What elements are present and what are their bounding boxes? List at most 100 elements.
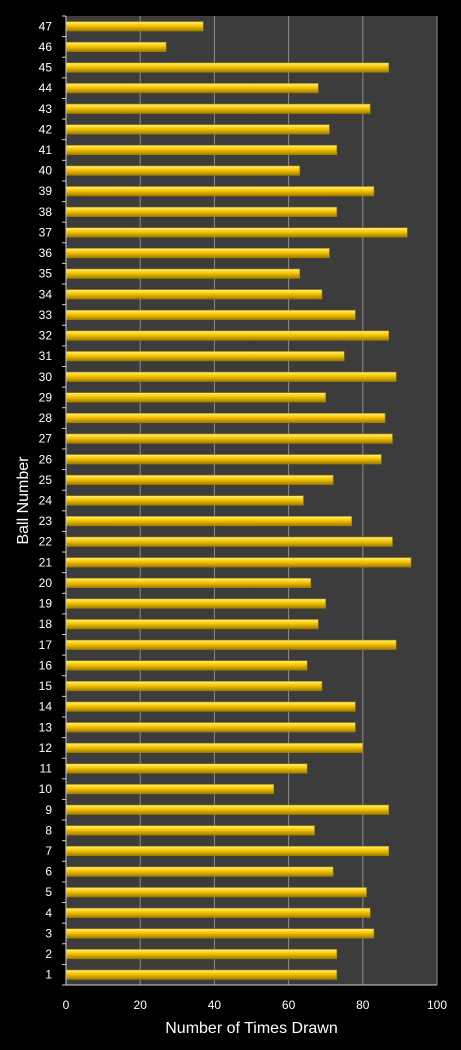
y-tick-label: 16	[39, 658, 53, 672]
axes	[62, 15, 437, 986]
y-tick-label: 18	[39, 617, 53, 631]
bar-ball-40	[65, 165, 301, 176]
x-tick-label: 60	[282, 998, 296, 1012]
y-tick-label: 35	[39, 267, 53, 281]
x-tick-label: 80	[356, 998, 370, 1012]
y-tick-label: 40	[39, 164, 53, 178]
bar-ball-17	[65, 639, 397, 650]
y-tick-label: 29	[39, 390, 53, 404]
bar-ball-9	[65, 804, 390, 815]
bar-ball-42	[65, 124, 330, 135]
bar-ball-25	[65, 474, 334, 485]
bar-ball-5	[65, 887, 367, 898]
y-tick-label: 23	[39, 514, 53, 528]
y-tick-label: 30	[39, 370, 53, 384]
x-axis-title: Number of Times Drawn	[165, 1020, 338, 1037]
bar-ball-19	[65, 598, 327, 609]
bar-ball-29	[65, 392, 327, 403]
y-tick-label: 31	[39, 349, 53, 363]
y-tick-label: 4	[45, 906, 52, 920]
bar-ball-44	[65, 83, 319, 94]
bar-ball-1	[65, 969, 338, 980]
y-tick-labels: 1234567891011121314151617181920212223242…	[39, 19, 53, 981]
bar-ball-43	[65, 103, 371, 114]
bar-ball-46	[65, 41, 167, 52]
bar-ball-10	[65, 784, 275, 795]
bar-ball-2	[65, 949, 338, 960]
bar-ball-13	[65, 722, 356, 733]
y-tick-label: 5	[45, 885, 52, 899]
y-tick-label: 44	[39, 81, 53, 95]
y-tick-label: 34	[39, 287, 53, 301]
bar-ball-33	[65, 309, 356, 320]
bar-ball-39	[65, 186, 375, 197]
bar-ball-21	[65, 557, 412, 568]
y-tick-label: 27	[39, 432, 53, 446]
bar-ball-18	[65, 619, 319, 630]
bar-ball-3	[65, 928, 375, 939]
bar-ball-47	[65, 21, 204, 32]
y-tick-label: 19	[39, 597, 53, 611]
y-tick-label: 15	[39, 679, 53, 693]
bar-ball-37	[65, 227, 408, 238]
bar-ball-45	[65, 62, 390, 73]
bar-ball-11	[65, 763, 308, 774]
bar-ball-36	[65, 248, 330, 259]
bar-ball-20	[65, 577, 312, 589]
bar-ball-28	[65, 412, 386, 424]
bar-ball-23	[65, 516, 352, 527]
y-tick-label: 28	[39, 411, 53, 425]
bar-ball-15	[65, 681, 323, 692]
y-tick-label: 8	[45, 823, 52, 837]
y-tick-label: 7	[45, 844, 52, 858]
y-tick-label: 33	[39, 308, 53, 322]
bar-ball-34	[65, 289, 323, 300]
y-tick-label: 46	[39, 40, 53, 54]
y-tick-label: 41	[39, 143, 53, 157]
bar-ball-7	[65, 845, 390, 857]
y-tick-label: 37	[39, 225, 53, 239]
y-tick-label: 6	[45, 865, 52, 879]
bar-ball-8	[65, 825, 315, 836]
y-tick-label: 20	[39, 576, 53, 590]
y-tick-label: 38	[39, 205, 53, 219]
bars	[65, 21, 412, 980]
bar-ball-30	[65, 371, 397, 382]
y-tick-label: 47	[39, 19, 53, 33]
y-tick-label: 10	[39, 782, 53, 796]
x-tick-label: 100	[427, 998, 447, 1012]
y-tick-label: 17	[39, 638, 53, 652]
x-tick-label: 40	[208, 998, 222, 1012]
y-tick-label: 26	[39, 452, 53, 466]
bar-ball-31	[65, 351, 345, 362]
y-tick-label: 36	[39, 246, 53, 260]
y-tick-label: 43	[39, 102, 53, 116]
bar-ball-22	[65, 536, 393, 547]
bar-ball-6	[65, 866, 334, 877]
y-tick-label: 32	[39, 329, 53, 343]
bar-ball-41	[65, 144, 338, 156]
y-tick-label: 42	[39, 122, 53, 136]
bar-ball-4	[65, 907, 371, 918]
x-tick-label: 20	[134, 998, 148, 1012]
bar-ball-12	[65, 742, 364, 753]
y-tick-label: 25	[39, 473, 53, 487]
x-tick-labels: 0 20 40 60 80 100	[63, 998, 448, 1012]
y-tick-label: 21	[39, 555, 53, 569]
bar-ball-24	[65, 495, 304, 506]
y-tick-label: 12	[39, 741, 53, 755]
y-tick-label: 14	[39, 700, 53, 714]
y-tick-label: 39	[39, 184, 53, 198]
bar-ball-14	[65, 701, 356, 712]
y-tick-label: 1	[45, 968, 52, 982]
bar-ball-32	[65, 330, 390, 341]
x-tick-label: 0	[63, 998, 70, 1012]
y-tick-label: 45	[39, 61, 53, 75]
y-axis-title: Ball Number	[15, 456, 32, 545]
bar-ball-27	[65, 433, 393, 444]
y-tick-label: 22	[39, 535, 53, 549]
bar-ball-26	[65, 454, 382, 465]
y-tick-label: 9	[45, 803, 52, 817]
